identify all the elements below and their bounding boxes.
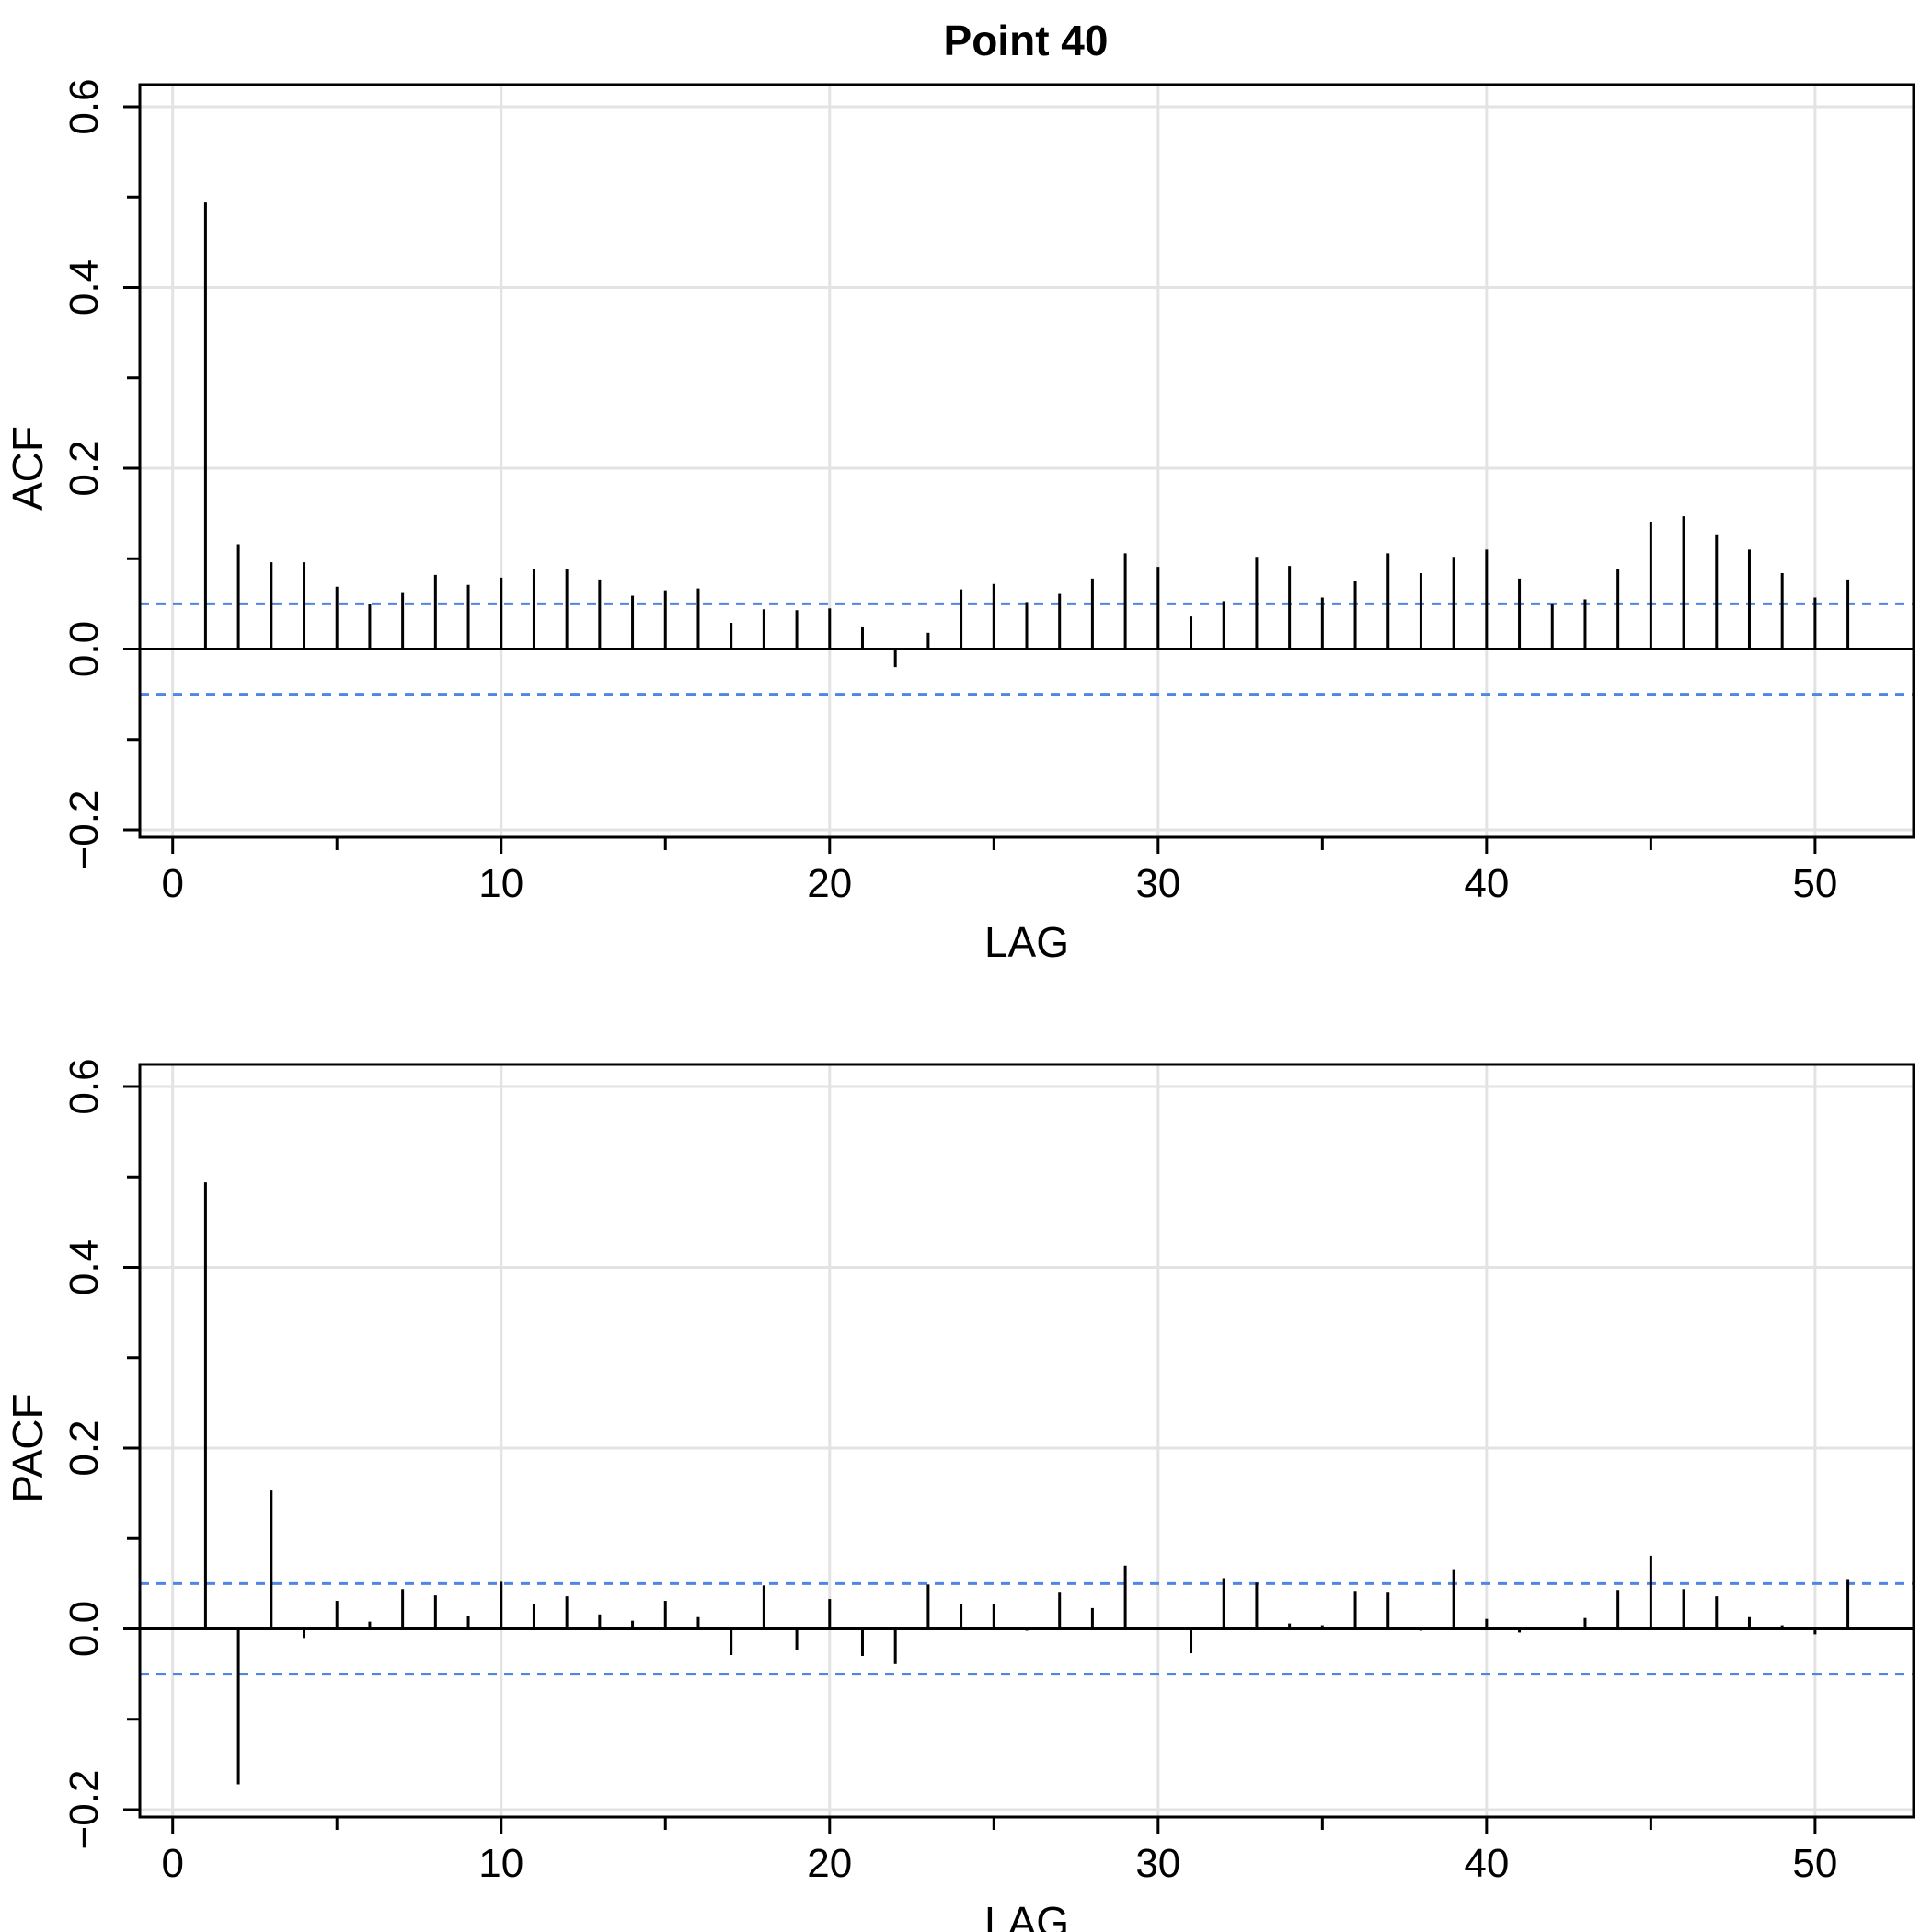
- acf-y-tick-label: 0.0: [62, 621, 107, 677]
- acf-x-tick-label: 0: [161, 861, 183, 906]
- acf-x-tick-label: 20: [807, 861, 852, 906]
- acf-x-axis-title: LAG: [984, 918, 1069, 966]
- pacf-x-tick-label: 10: [478, 1841, 523, 1886]
- pacf-panel: 0 10 20 30 40 50 −0.2 0.0 0.2 0.4 0.6 LAG PACF: [4, 1058, 1915, 1932]
- acf-plot-frame: [138, 83, 1915, 839]
- pacf-plot-frame: [138, 1063, 1915, 1819]
- acf-x-tick-label: 40: [1464, 861, 1509, 906]
- acf-y-axis-title: ACF: [4, 426, 52, 511]
- pacf-y-tick-label: 0.6: [62, 1058, 107, 1114]
- pacf-x-tick-label: 20: [807, 1841, 852, 1886]
- acf-x-tick-label: 50: [1792, 861, 1837, 906]
- acf-y-tick-label: −0.2: [62, 790, 107, 870]
- acf-x-tick-label: 10: [478, 861, 523, 906]
- pacf-y-tick-label: 0.4: [62, 1239, 107, 1295]
- acf-panel: 0 10 20 30 40 50 −0.2 0.0 0.2 0.4 0.6 LAG ACF: [4, 78, 1915, 966]
- acf-y-tick-label: 0.4: [62, 259, 107, 316]
- acf-y-tick-label: 0.2: [62, 440, 107, 496]
- pacf-x-tick-label: 0: [161, 1841, 183, 1886]
- pacf-y-axis-title: PACF: [4, 1393, 52, 1502]
- pacf-x-tick-label: 30: [1135, 1841, 1180, 1886]
- pacf-x-axis-title: LAG: [984, 1898, 1069, 1932]
- pacf-x-tick-label: 50: [1792, 1841, 1837, 1886]
- acf-y-tick-label: 0.6: [62, 78, 107, 134]
- acf-x-tick-label: 30: [1135, 861, 1180, 906]
- pacf-y-tick-label: 0.0: [62, 1601, 107, 1657]
- pacf-y-tick-label: −0.2: [62, 1770, 107, 1850]
- figure-title: Point 40: [944, 17, 1109, 64]
- pacf-y-tick-label: 0.2: [62, 1420, 107, 1476]
- pacf-x-tick-label: 40: [1464, 1841, 1509, 1886]
